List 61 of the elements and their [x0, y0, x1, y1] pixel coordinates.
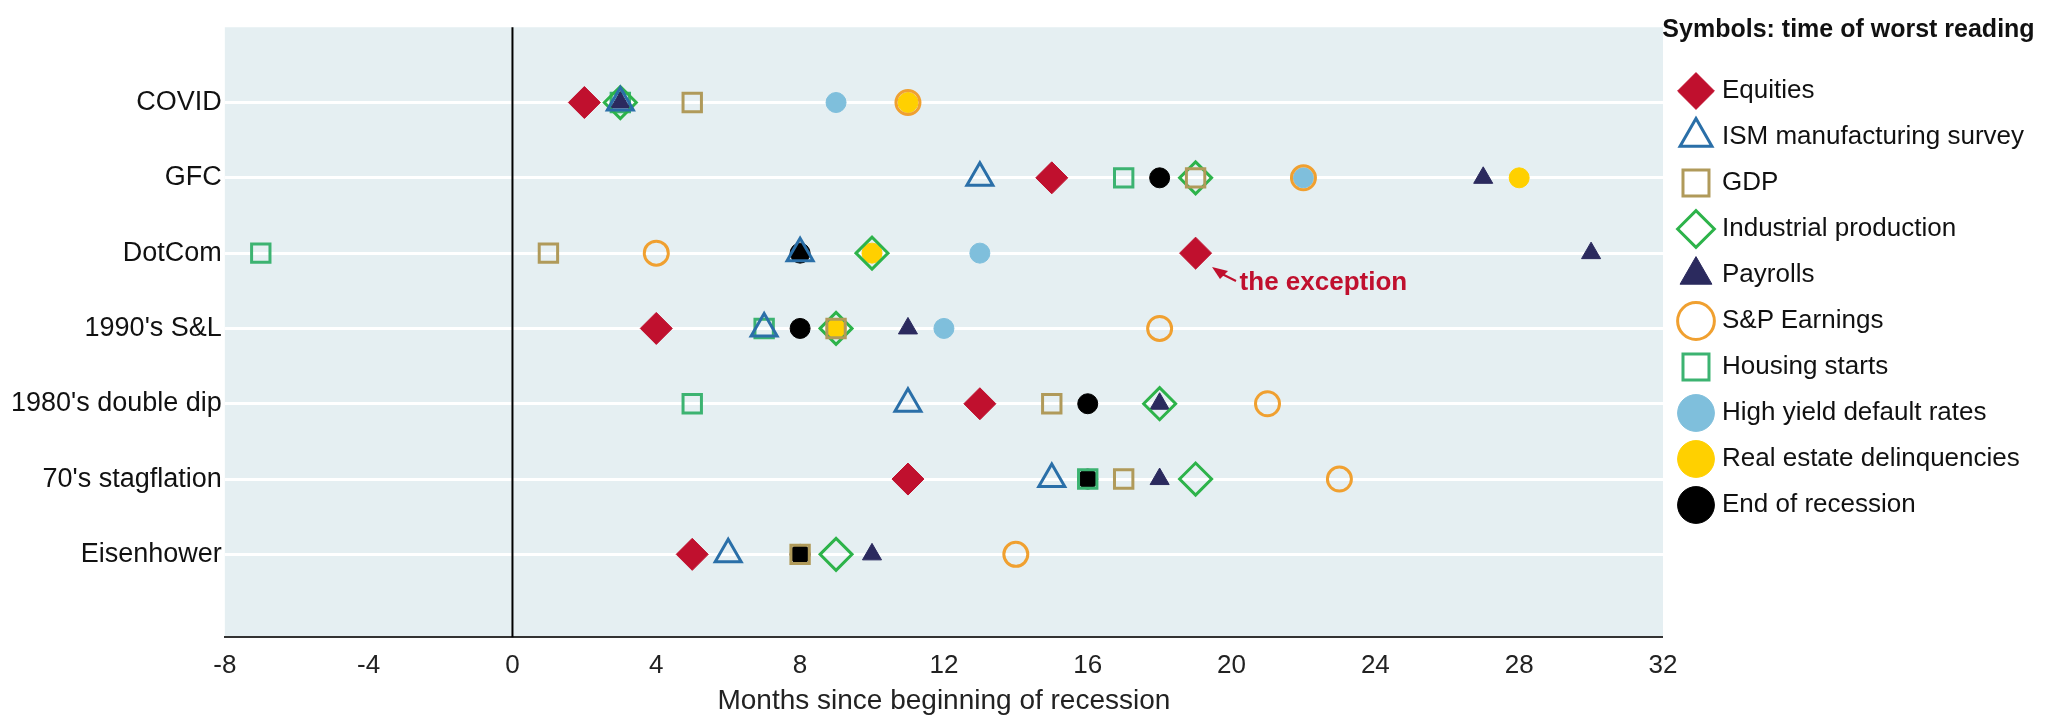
point [1077, 393, 1099, 415]
point [933, 317, 955, 339]
legend-title: Symbols: time of worst reading [1662, 14, 2035, 43]
point [854, 235, 890, 271]
point [675, 537, 709, 571]
point [825, 92, 847, 114]
x-tick-label: 28 [1504, 648, 1534, 679]
point [250, 242, 272, 264]
point [681, 393, 703, 415]
annotation: the exception [1239, 266, 1408, 297]
point [789, 317, 811, 339]
point [567, 86, 601, 120]
point [818, 536, 854, 572]
x-tick-label: 4 [649, 648, 664, 679]
y-tick-label: 1980's double dip [10, 387, 222, 418]
point [1035, 161, 1069, 195]
x-tick-label: 20 [1217, 648, 1246, 679]
legend-label: Real estate delinquencies [1721, 442, 2020, 473]
legend-label: GDP [1721, 166, 1779, 197]
x-tick-label: 32 [1648, 648, 1678, 679]
point [1325, 465, 1353, 493]
y-tick-label: 1990's S&L [84, 311, 222, 342]
x-tick-label: 16 [1073, 648, 1103, 679]
point [1179, 236, 1213, 270]
y-tick-label: Eisenhower [80, 537, 222, 568]
point [1146, 314, 1174, 342]
point [1041, 393, 1063, 415]
x-tick-label: -4 [357, 648, 381, 679]
legend-label: ISM manufacturing survey [1721, 120, 2025, 151]
x-tick-label: 24 [1360, 648, 1390, 679]
x-axis-title: Months since beginning of recession [717, 683, 1171, 715]
y-tick-label: GFC [164, 161, 222, 192]
y-tick-label: COVID [136, 85, 222, 116]
x-tick-label: -8 [213, 648, 237, 679]
point [1149, 167, 1171, 189]
point [681, 91, 703, 114]
point [1254, 390, 1281, 418]
point [1178, 461, 1214, 497]
point [1142, 386, 1178, 422]
point [639, 311, 673, 345]
x-tick-label: 8 [792, 648, 808, 679]
y-tick-label: 70's stagflation [42, 462, 222, 493]
legend-label: Payrolls [1721, 258, 1815, 289]
legend-label: S&P Earnings [1721, 304, 1884, 335]
point [537, 242, 560, 264]
y-tick-label: DotCom [122, 236, 222, 267]
point [963, 387, 997, 421]
point [1112, 167, 1135, 189]
x-tick-label: 0 [505, 648, 520, 679]
point [1112, 468, 1135, 490]
legend-label: Industrial production [1721, 212, 1957, 243]
legend-label: Equities [1721, 74, 1815, 105]
legend-label: High yield default rates [1721, 396, 1987, 427]
legend-label: End of recession [1721, 488, 1916, 519]
legend-label: Housing starts [1721, 350, 1889, 381]
point [969, 242, 991, 264]
x-tick-label: 12 [929, 648, 959, 679]
point [1508, 167, 1530, 189]
point [891, 462, 925, 496]
point [642, 239, 670, 267]
point [1002, 540, 1030, 568]
